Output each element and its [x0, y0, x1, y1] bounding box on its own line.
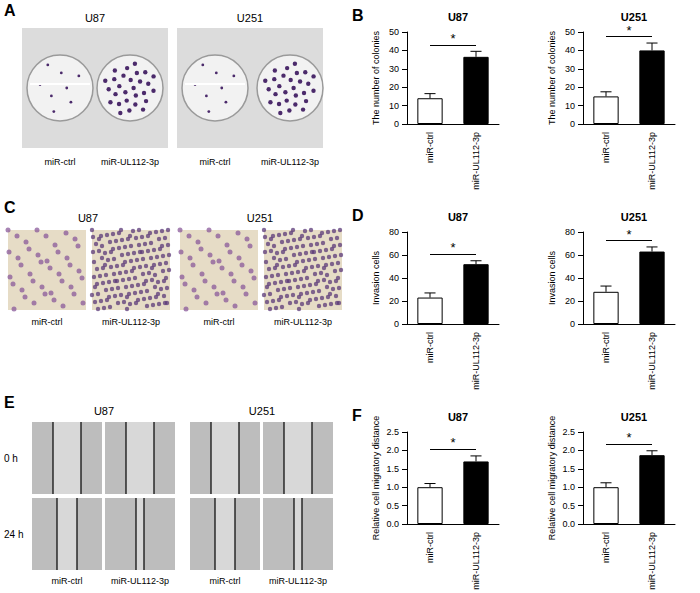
- svg-text:2.0: 2.0: [562, 445, 575, 455]
- svg-text:U87: U87: [78, 212, 98, 224]
- svg-text:Invasion cells: Invasion cells: [547, 250, 557, 305]
- svg-text:0: 0: [570, 119, 575, 129]
- svg-text:miR-ctrl: miR-ctrl: [425, 132, 435, 163]
- svg-text:20: 20: [389, 82, 399, 92]
- svg-text:50: 50: [389, 27, 399, 37]
- svg-text:U87: U87: [85, 12, 105, 24]
- svg-text:40: 40: [389, 273, 399, 283]
- svg-text:0 h: 0 h: [4, 453, 18, 464]
- svg-text:C: C: [4, 199, 16, 216]
- svg-text:miR-ctrl: miR-ctrl: [204, 317, 235, 327]
- svg-text:A: A: [4, 2, 16, 19]
- svg-text:U251: U251: [249, 405, 275, 417]
- svg-text:*: *: [626, 227, 631, 242]
- svg-text:U251: U251: [621, 211, 647, 223]
- svg-text:1.0: 1.0: [386, 482, 399, 492]
- svg-text:0.5: 0.5: [386, 501, 399, 511]
- svg-text:40: 40: [565, 273, 575, 283]
- svg-text:U251: U251: [621, 11, 647, 23]
- svg-text:10: 10: [389, 101, 399, 111]
- svg-text:80: 80: [389, 227, 399, 237]
- svg-text:1.5: 1.5: [386, 464, 399, 474]
- svg-text:miR-UL112-3p: miR-UL112-3p: [111, 576, 169, 586]
- svg-text:miR-UL112-3p: miR-UL112-3p: [471, 132, 481, 190]
- svg-text:miR-UL112-3p: miR-UL112-3p: [269, 576, 327, 586]
- svg-text:U87: U87: [448, 411, 468, 423]
- svg-text:The number of colonies: The number of colonies: [547, 30, 557, 125]
- svg-text:U251: U251: [247, 212, 273, 224]
- svg-text:Relative cell migratory distan: Relative cell migratory distance: [547, 416, 557, 541]
- svg-text:miR-UL112-3p: miR-UL112-3p: [471, 332, 481, 390]
- svg-text:0: 0: [394, 319, 399, 329]
- svg-text:20: 20: [565, 82, 575, 92]
- svg-text:miR-UL112-3p: miR-UL112-3p: [647, 532, 657, 590]
- svg-text:miR-ctrl: miR-ctrl: [601, 332, 611, 363]
- svg-text:F: F: [352, 407, 362, 424]
- svg-text:miR-ctrl: miR-ctrl: [425, 532, 435, 563]
- svg-text:B: B: [352, 7, 364, 24]
- svg-text:Invasion cells: Invasion cells: [371, 250, 381, 305]
- svg-text:0: 0: [570, 319, 575, 329]
- svg-text:1.5: 1.5: [562, 464, 575, 474]
- svg-text:2.5: 2.5: [562, 427, 575, 437]
- svg-text:*: *: [450, 240, 455, 255]
- svg-text:miR-ctrl: miR-ctrl: [210, 576, 241, 586]
- svg-text:40: 40: [565, 45, 575, 55]
- svg-text:30: 30: [565, 64, 575, 74]
- svg-text:miR-UL112-3p: miR-UL112-3p: [274, 317, 332, 327]
- svg-text:miR-UL112-3p: miR-UL112-3p: [471, 532, 481, 590]
- svg-text:0.0: 0.0: [562, 519, 575, 529]
- svg-text:50: 50: [565, 27, 575, 37]
- svg-text:miR-ctrl: miR-ctrl: [601, 532, 611, 563]
- svg-text:miR-ctrl: miR-ctrl: [601, 132, 611, 163]
- svg-text:30: 30: [389, 64, 399, 74]
- svg-text:miR-ctrl: miR-ctrl: [52, 576, 83, 586]
- svg-text:miR-UL112-3p: miR-UL112-3p: [647, 132, 657, 190]
- svg-text:E: E: [4, 394, 15, 411]
- svg-text:miR-UL112-3p: miR-UL112-3p: [647, 332, 657, 390]
- svg-text:U87: U87: [448, 11, 468, 23]
- svg-text:miR-ctrl: miR-ctrl: [32, 317, 63, 327]
- svg-text:U87: U87: [94, 405, 114, 417]
- svg-text:miR-UL112-3p: miR-UL112-3p: [102, 317, 160, 327]
- svg-text:80: 80: [565, 227, 575, 237]
- svg-text:20: 20: [389, 296, 399, 306]
- svg-text:miR-ctrl: miR-ctrl: [425, 332, 435, 363]
- svg-text:0.0: 0.0: [386, 519, 399, 529]
- svg-text:40: 40: [389, 45, 399, 55]
- svg-text:miR-ctrl: miR-ctrl: [45, 157, 76, 167]
- svg-text:The number of colonies: The number of colonies: [371, 30, 381, 125]
- svg-text:0.5: 0.5: [562, 501, 575, 511]
- svg-text:60: 60: [389, 250, 399, 260]
- svg-text:10: 10: [565, 101, 575, 111]
- svg-text:2.5: 2.5: [386, 427, 399, 437]
- svg-text:*: *: [626, 23, 631, 38]
- svg-text:1.0: 1.0: [562, 482, 575, 492]
- svg-text:*: *: [450, 435, 455, 450]
- svg-text:Relative cell migratory distan: Relative cell migratory distance: [371, 416, 381, 541]
- svg-text:20: 20: [565, 296, 575, 306]
- svg-text:miR-UL112-3p: miR-UL112-3p: [261, 157, 319, 167]
- svg-text:U251: U251: [237, 12, 263, 24]
- svg-text:24 h: 24 h: [4, 529, 23, 540]
- svg-text:miR-UL112-3p: miR-UL112-3p: [101, 157, 159, 167]
- svg-text:0: 0: [394, 119, 399, 129]
- svg-text:D: D: [352, 207, 364, 224]
- svg-text:U87: U87: [448, 211, 468, 223]
- svg-text:miR-ctrl: miR-ctrl: [200, 157, 231, 167]
- svg-text:U251: U251: [621, 411, 647, 423]
- svg-text:2.0: 2.0: [386, 445, 399, 455]
- svg-text:60: 60: [565, 250, 575, 260]
- svg-text:*: *: [626, 430, 631, 445]
- svg-text:*: *: [450, 31, 455, 46]
